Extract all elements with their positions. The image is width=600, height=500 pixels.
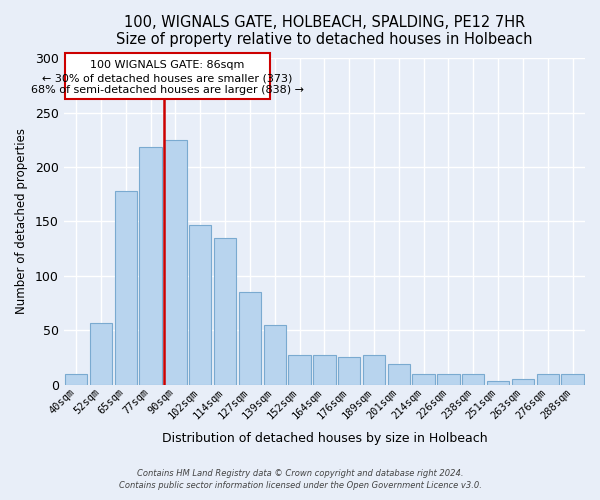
Bar [139,148,162,384]
Bar [263,324,286,384]
Bar [115,191,137,384]
X-axis label: Distribution of detached houses by size in Holbeach: Distribution of detached houses by size … [161,432,487,445]
Text: 100 WIGNALS GATE: 86sqm: 100 WIGNALS GATE: 86sqm [90,60,245,70]
Bar [487,382,509,384]
Bar [313,355,335,384]
Bar [239,292,261,384]
Bar [289,355,311,384]
Bar [189,224,211,384]
Bar [164,140,187,384]
FancyBboxPatch shape [65,53,270,98]
Bar [363,355,385,384]
Bar [338,358,361,384]
Bar [388,364,410,384]
Text: ← 30% of detached houses are smaller (373): ← 30% of detached houses are smaller (37… [42,74,293,84]
Bar [214,238,236,384]
Bar [90,322,112,384]
Bar [562,374,584,384]
Title: 100, WIGNALS GATE, HOLBEACH, SPALDING, PE12 7HR
Size of property relative to det: 100, WIGNALS GATE, HOLBEACH, SPALDING, P… [116,15,533,48]
Text: Contains HM Land Registry data © Crown copyright and database right 2024.
Contai: Contains HM Land Registry data © Crown c… [119,468,481,490]
Y-axis label: Number of detached properties: Number of detached properties [15,128,28,314]
Bar [462,374,484,384]
Bar [512,379,534,384]
Bar [412,374,435,384]
Bar [536,374,559,384]
Bar [437,374,460,384]
Text: 68% of semi-detached houses are larger (838) →: 68% of semi-detached houses are larger (… [31,86,304,96]
Bar [65,374,87,384]
